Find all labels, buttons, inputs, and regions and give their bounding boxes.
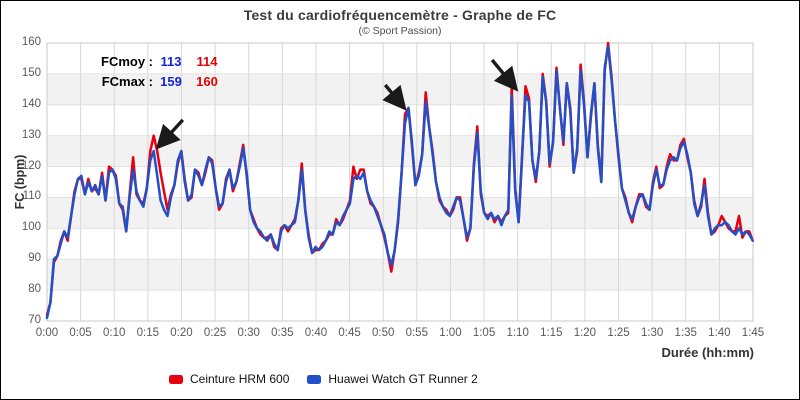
y-tick-label: 140 [21, 97, 41, 110]
legend-item-strap: Ceinture HRM 600 [169, 372, 289, 386]
x-tick-label: 1:40 [708, 327, 731, 339]
annotation-arrow [490, 58, 519, 92]
stats-row-avg: FCmoy : 113 114 [89, 52, 225, 72]
x-tick-label: 0:00 [35, 327, 59, 339]
legend-label-watch: Huawei Watch GT Runner 2 [328, 372, 478, 386]
y-tick-label: 70 [28, 314, 41, 326]
legend-swatch-red [169, 374, 183, 384]
x-tick-label: 0:40 [304, 327, 328, 339]
stats-avg-label: FCmoy : [101, 54, 153, 69]
stats-max-label: FCmax : [101, 74, 153, 89]
x-tick-label: 1:10 [506, 327, 529, 339]
y-tick-label: 110 [22, 190, 41, 203]
x-tick-label: 0:30 [237, 327, 260, 339]
y-tick-label: 160 [21, 36, 41, 48]
stats-max-watch-value: 159 [160, 74, 182, 89]
x-tick-label: 0:25 [203, 327, 227, 339]
y-tick-label: 150 [21, 66, 41, 79]
page-subtitle: (© Sport Passion) [358, 25, 442, 37]
x-axis-label: Durée (hh:mm) [661, 345, 754, 360]
stats-max-strap-value: 160 [196, 74, 218, 89]
x-tick-label: 1:15 [540, 327, 563, 339]
x-tick-label: 0:15 [136, 327, 160, 339]
x-tick-label: 0:55 [405, 327, 428, 339]
stats-avg-strap-value: 114 [196, 54, 218, 69]
x-tick-label: 0:10 [103, 327, 126, 339]
y-tick-label: 100 [21, 221, 41, 234]
legend-swatch-blue [307, 374, 322, 384]
x-tick-label: 1:05 [472, 327, 496, 339]
y-tick-label: 90 [28, 252, 41, 265]
legend-label-strap: Ceinture HRM 600 [190, 372, 290, 386]
page-title: Test du cardiofréquencemètre - Graphe de… [243, 7, 557, 23]
annotation-arrow [155, 118, 185, 150]
x-tick-label: 1:30 [640, 327, 664, 339]
x-tick-label: 1:20 [573, 327, 597, 339]
plot-border [46, 42, 754, 322]
y-tick-label: 130 [21, 128, 41, 141]
stats-box: FCmoy : 113 114 FCmax : 159 160 [89, 52, 225, 92]
x-tick-label: 0:20 [170, 327, 193, 339]
x-tick-label: 1:00 [439, 327, 462, 339]
x-tick-label: 1:45 [741, 327, 765, 339]
series-line-watch-blue [45, 44, 754, 320]
x-tick-label: 1:25 [607, 327, 630, 339]
chart-legend: Ceinture HRM 600 Huawei Watch GT Runner … [169, 372, 478, 386]
x-tick-label: 0:50 [371, 327, 395, 339]
x-tick-label: 1:35 [674, 327, 697, 339]
x-tick-label: 0:45 [338, 327, 361, 339]
x-tick-label: 0:05 [69, 327, 92, 339]
x-tick-label: 0:35 [271, 327, 294, 339]
stats-avg-watch-value: 113 [160, 54, 182, 69]
plot-band [47, 259, 753, 291]
annotation-arrow [382, 83, 407, 111]
y-tick-label: 80 [28, 283, 41, 296]
y-tick-label: 120 [21, 159, 41, 172]
legend-item-watch: Huawei Watch GT Runner 2 [307, 372, 478, 386]
stats-row-max: FCmax : 159 160 [89, 72, 225, 92]
